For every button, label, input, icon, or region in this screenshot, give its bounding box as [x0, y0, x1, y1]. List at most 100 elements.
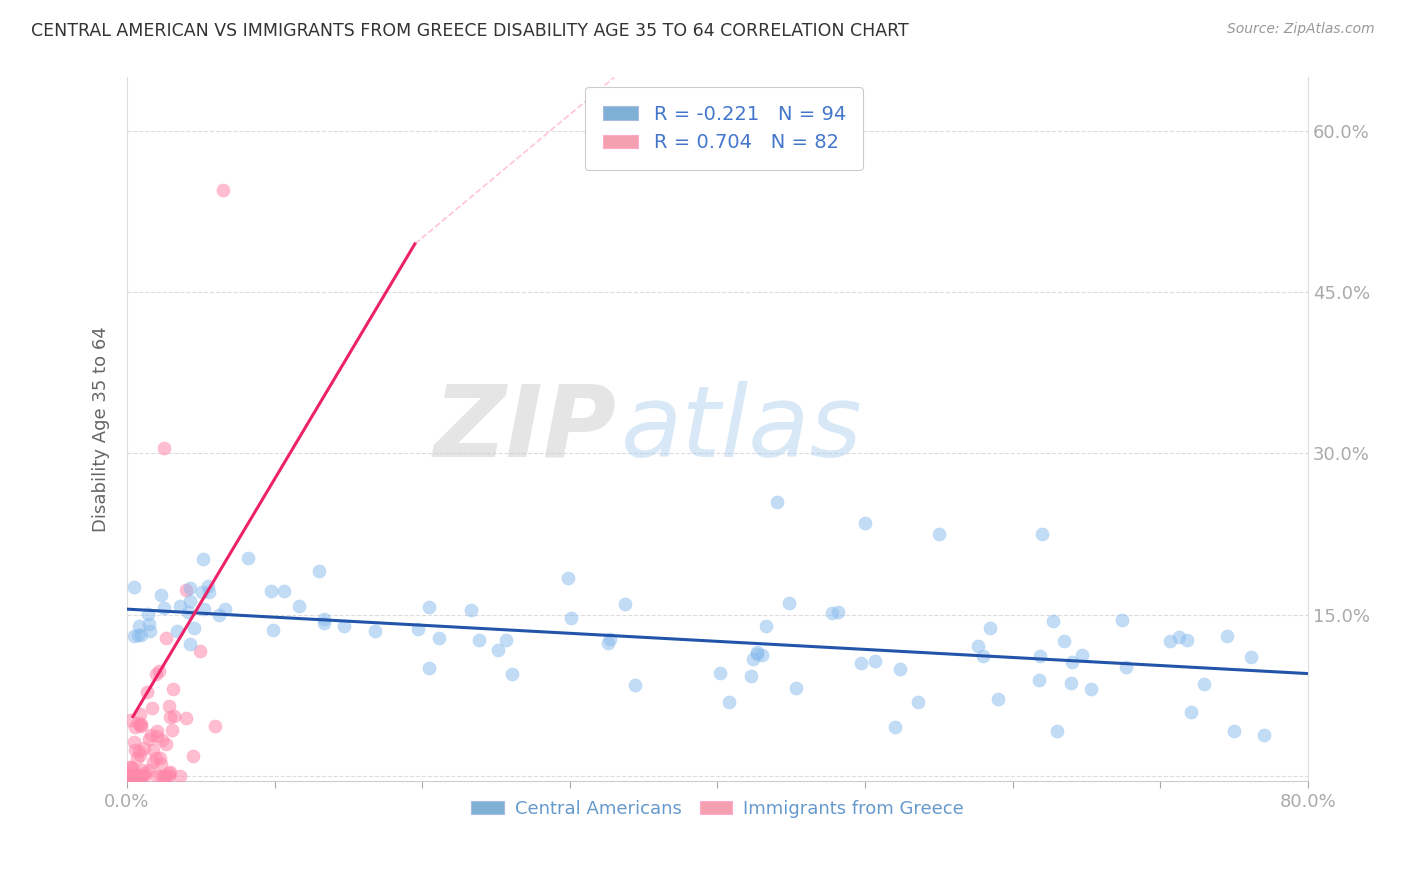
Point [149, 750, 172, 764]
Point [159, 769, 181, 783]
Point [408, 622, 430, 636]
Point [139, 624, 162, 638]
Point [120, 769, 142, 783]
Point [127, 769, 149, 783]
Point [427, 631, 450, 645]
Point [118, 760, 141, 774]
Point [134, 769, 156, 783]
Point [177, 605, 200, 619]
Point [460, 603, 482, 617]
Point [613, 597, 636, 611]
Point [599, 632, 621, 646]
Point [1192, 677, 1215, 691]
Point [179, 594, 201, 608]
Point [159, 765, 181, 780]
Point [127, 628, 149, 642]
Point [124, 769, 146, 783]
Point [122, 769, 145, 783]
Point [160, 723, 183, 737]
Point [162, 682, 184, 697]
Point [124, 769, 146, 783]
Point [486, 642, 509, 657]
Text: CENTRAL AMERICAN VS IMMIGRANTS FROM GREECE DISABILITY AGE 35 TO 64 CORRELATION C: CENTRAL AMERICAN VS IMMIGRANTS FROM GREE… [31, 22, 908, 40]
Point [1046, 723, 1069, 738]
Point [155, 737, 177, 751]
Point [124, 580, 146, 594]
Point [131, 769, 153, 783]
Point [118, 769, 141, 783]
Point [153, 441, 176, 455]
Point [128, 619, 150, 633]
Point [138, 731, 160, 746]
Point [148, 664, 170, 678]
Point [1053, 634, 1076, 648]
Point [197, 584, 219, 599]
Point [128, 744, 150, 758]
Point [907, 695, 929, 709]
Point [853, 516, 876, 531]
Point [972, 649, 994, 664]
Point [121, 762, 143, 776]
Point [134, 766, 156, 780]
Point [183, 621, 205, 635]
Point [120, 760, 142, 774]
Point [1167, 630, 1189, 644]
Point [141, 728, 163, 742]
Point [136, 685, 159, 699]
Point [125, 751, 148, 765]
Point [191, 552, 214, 566]
Point [967, 639, 990, 653]
Point [1223, 723, 1246, 738]
Point [1115, 659, 1137, 673]
Point [118, 713, 141, 727]
Point [152, 769, 174, 783]
Point [129, 769, 152, 783]
Point [124, 720, 146, 734]
Point [1071, 648, 1094, 663]
Point [314, 615, 336, 630]
Point [624, 678, 647, 692]
Point [468, 632, 491, 647]
Point [125, 769, 148, 783]
Point [745, 645, 768, 659]
Point [118, 769, 141, 783]
Point [122, 769, 145, 783]
Point [851, 657, 873, 671]
Point [190, 585, 212, 599]
Point [162, 709, 184, 723]
Point [142, 743, 165, 757]
Point [709, 665, 731, 680]
Point [166, 624, 188, 639]
Text: atlas: atlas [620, 381, 862, 478]
Point [142, 755, 165, 769]
Point [179, 581, 201, 595]
Point [128, 718, 150, 732]
Point [129, 627, 152, 641]
Point [127, 769, 149, 783]
Point [145, 751, 167, 765]
Point [979, 621, 1001, 635]
Point [827, 606, 849, 620]
Point [174, 711, 197, 725]
Point [883, 720, 905, 734]
Point [821, 606, 844, 620]
Point [364, 624, 387, 638]
Point [145, 666, 167, 681]
Point [495, 632, 517, 647]
Point [259, 583, 281, 598]
Point [288, 599, 311, 614]
Point [138, 616, 160, 631]
Point [179, 637, 201, 651]
Point [174, 582, 197, 597]
Point [118, 769, 141, 783]
Point [1042, 614, 1064, 628]
Point [122, 769, 145, 783]
Point [745, 647, 768, 661]
Point [138, 764, 160, 778]
Point [778, 596, 800, 610]
Point [1253, 728, 1275, 742]
Point [1240, 649, 1263, 664]
Point [181, 748, 204, 763]
Point [122, 769, 145, 783]
Point [188, 644, 211, 658]
